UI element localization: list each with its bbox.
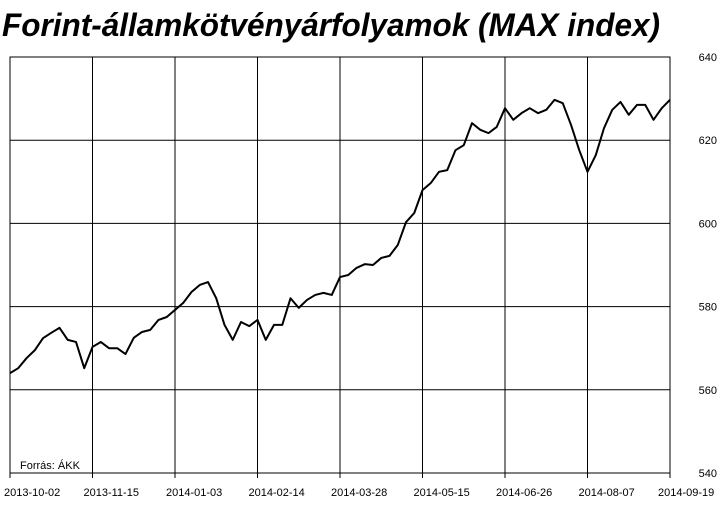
y-tick-label: 580 — [699, 302, 717, 314]
y-tick-label: 620 — [699, 135, 717, 147]
line-series — [9, 98, 671, 375]
x-tick-label: 2014-09-19 — [658, 487, 714, 499]
x-tick-label: 2013-11-15 — [84, 487, 139, 499]
x-tick-label: 2014-02-14 — [249, 487, 305, 499]
x-tick-label: 2013-10-02 — [4, 487, 60, 499]
x-tick-label: 2014-01-03 — [166, 487, 222, 499]
x-tick-label: 2014-06-26 — [496, 487, 552, 499]
y-tick-label: 540 — [699, 468, 717, 480]
y-tick-label: 600 — [699, 218, 717, 230]
x-tick-label: 2014-05-15 — [414, 487, 470, 499]
y-tick-label: 560 — [699, 385, 717, 397]
x-tick-label: 2014-08-07 — [579, 487, 635, 499]
source-note: Forrás: ÁKK — [20, 459, 81, 472]
chart-title: Forint-államkötvényárfolyamok (MAX index… — [2, 7, 660, 43]
x-tick-label: 2014-03-28 — [331, 487, 387, 499]
y-tick-label: 640 — [699, 52, 717, 64]
